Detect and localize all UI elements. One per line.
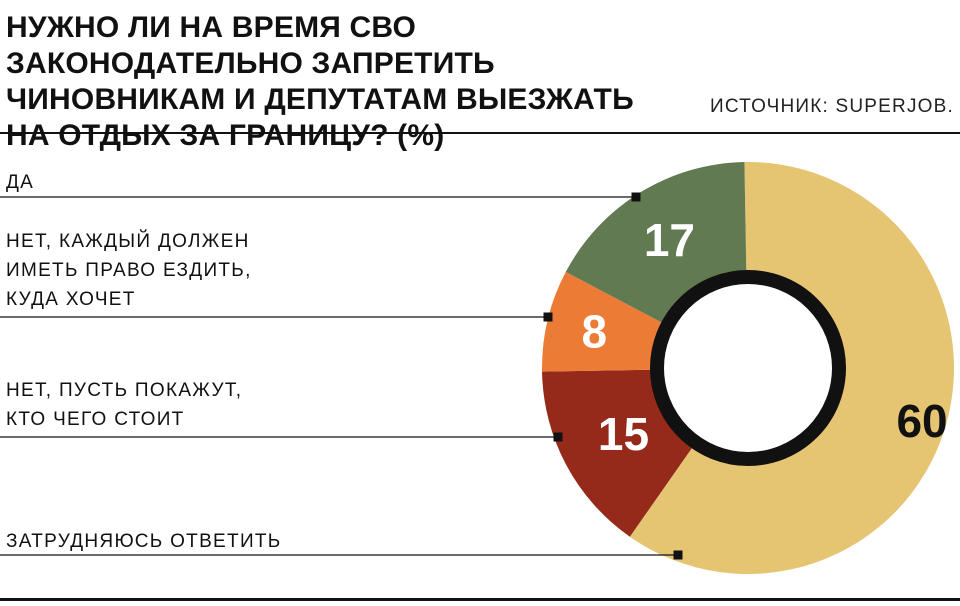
- source-note: ИСТОЧНИК: SUPERJOB.: [709, 96, 954, 117]
- leader-marker-slice-da: [631, 192, 641, 202]
- chart-title: НУЖНО ЛИ НА ВРЕМЯ СВО ЗАКОНОДАТЕЛЬНО ЗАП…: [6, 10, 686, 154]
- legend-label-line: НЕТ, ПУСТЬ ПОКАЖУТ,: [6, 380, 243, 401]
- data-label-slice-net-pokazhut: 8: [582, 305, 608, 357]
- bottom-divider: [0, 598, 960, 601]
- chart-title-line: НУЖНО ЛИ НА ВРЕМЯ СВО ЗАКОНОДАТЕЛЬНО ЗАП…: [6, 11, 495, 80]
- data-label-slice-net-ezdit: 15: [598, 408, 649, 460]
- slice-da: [629, 162, 954, 574]
- leader-marker-slice-net-pokazhut: [553, 432, 563, 442]
- slice-net-pokazhut: [542, 271, 664, 372]
- donut-center-ring: [650, 270, 846, 466]
- legend-label-da: ДА: [6, 168, 34, 197]
- legend-label-line: КТО ЧЕГО СТОИТ: [6, 409, 185, 430]
- legend-label-line: НЕТ, КАЖДЫЙ ДОЛЖЕН: [6, 231, 250, 252]
- legend-label-line: ИМЕТЬ ПРАВО ЕЗДИТЬ,: [6, 260, 252, 281]
- legend-label-line: КУДА ХОЧЕТ: [6, 289, 136, 310]
- chart-title-line: ЧИНОВНИКАМ И ДЕПУТАТАМ ВЫЕЗЖАТЬ: [6, 83, 634, 116]
- legend-label-zatrudnyayus: ЗАТРУДНЯЮСЬ ОТВЕТИТЬ: [6, 527, 282, 556]
- legend-label-net-pokazhut: НЕТ, ПУСТЬ ПОКАЖУТ, КТО ЧЕГО СТОИТ: [6, 376, 242, 434]
- chart-title-line: НА ОТДЫХ ЗА ГРАНИЦУ? (%): [6, 119, 445, 152]
- leader-marker-slice-net-ezdit: [543, 312, 553, 322]
- legend-label-line: ЗАТРУДНЯЮСЬ ОТВЕТИТЬ: [6, 531, 282, 552]
- data-label-slice-zatrudnyayus: 17: [644, 214, 695, 266]
- legend-label-net-ezdit: НЕТ, КАЖДЫЙ ДОЛЖЕН ИМЕТЬ ПРАВО ЕЗДИТЬ, К…: [6, 227, 252, 314]
- data-label-slice-da: 60: [896, 395, 947, 447]
- leader-marker-slice-zatrudnyayus: [673, 550, 683, 560]
- slice-net-ezdit: [542, 369, 693, 537]
- legend-label-line: ДА: [6, 172, 35, 193]
- top-divider: [0, 132, 960, 134]
